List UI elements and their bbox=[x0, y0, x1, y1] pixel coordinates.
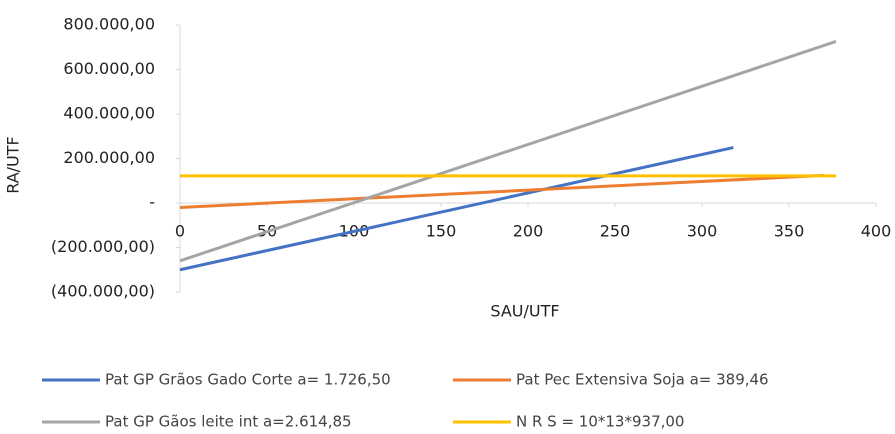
y-tick-label: 200.000,00 bbox=[63, 148, 155, 167]
y-tick-label: 600.000,00 bbox=[63, 59, 155, 78]
series-line bbox=[179, 40, 837, 263]
series-line bbox=[179, 173, 824, 209]
x-axis-title: SAU/UTF bbox=[490, 302, 559, 321]
y-axis-title: RA/UTF bbox=[4, 136, 23, 194]
legend-label: Pat GP Grãos Gado Corte a= 1.726,50 bbox=[105, 371, 391, 389]
legend-label: Pat GP Gãos leite int a=2.614,85 bbox=[105, 413, 352, 431]
legend-label: Pat Pec Extensiva Soja a= 389,46 bbox=[516, 371, 769, 389]
x-tick-label: 150 bbox=[426, 222, 457, 241]
y-tick-label: (400.000,00) bbox=[51, 282, 155, 301]
y-tick-label: 400.000,00 bbox=[63, 104, 155, 123]
x-tick-label: 350 bbox=[774, 222, 805, 241]
x-tick-label: 300 bbox=[687, 222, 718, 241]
x-tick-label: 250 bbox=[600, 222, 631, 241]
x-tick-label: 200 bbox=[513, 222, 544, 241]
x-tick-label: 400 bbox=[861, 222, 892, 241]
legend-label: N R S = 10*13*937,00 bbox=[516, 413, 684, 431]
y-tick-label: - bbox=[149, 193, 155, 212]
series-line bbox=[179, 146, 734, 272]
x-tick-label: 0 bbox=[175, 222, 185, 241]
y-tick-label: 800.000,00 bbox=[63, 15, 155, 34]
y-tick-label: (200.000,00) bbox=[51, 237, 155, 256]
